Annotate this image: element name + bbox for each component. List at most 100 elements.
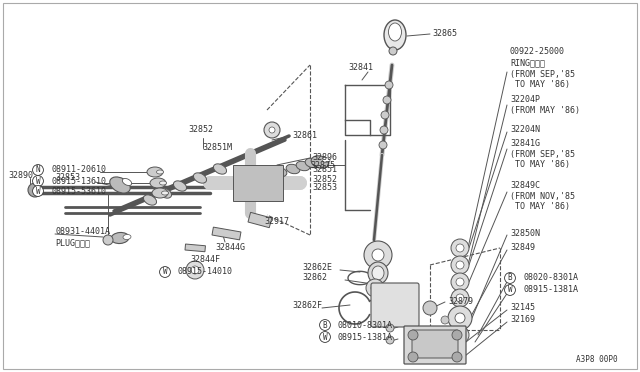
Text: (FROM NOV,'85: (FROM NOV,'85	[510, 192, 575, 201]
Circle shape	[245, 175, 261, 191]
Text: 32861: 32861	[292, 131, 317, 141]
Text: 32853: 32853	[312, 183, 337, 192]
Text: (FROM SEP,'85: (FROM SEP,'85	[510, 150, 575, 158]
Text: 08931-4401A: 08931-4401A	[55, 228, 110, 237]
Text: 32862F: 32862F	[292, 301, 322, 310]
Ellipse shape	[296, 161, 310, 171]
Text: 32862E: 32862E	[302, 263, 332, 272]
Ellipse shape	[109, 177, 131, 193]
Ellipse shape	[286, 164, 300, 174]
Text: 32853: 32853	[55, 173, 80, 183]
Circle shape	[366, 279, 384, 297]
Circle shape	[452, 330, 462, 340]
Ellipse shape	[368, 262, 388, 284]
Text: 32851M: 32851M	[202, 144, 232, 153]
Text: (FROM SEP,'85: (FROM SEP,'85	[510, 70, 575, 78]
Text: W: W	[163, 267, 167, 276]
Text: 08915-13610: 08915-13610	[52, 176, 107, 186]
Ellipse shape	[305, 158, 319, 168]
Circle shape	[451, 273, 469, 291]
Circle shape	[455, 313, 465, 323]
Ellipse shape	[123, 234, 131, 240]
FancyBboxPatch shape	[371, 283, 419, 327]
Ellipse shape	[111, 232, 129, 244]
Text: A3P8 00P0: A3P8 00P0	[577, 356, 618, 365]
Text: 08915-53610: 08915-53610	[52, 186, 107, 196]
Circle shape	[456, 244, 464, 252]
Text: W: W	[508, 285, 512, 295]
Circle shape	[386, 324, 394, 332]
Circle shape	[451, 239, 469, 257]
Circle shape	[456, 261, 464, 269]
Text: 32865: 32865	[432, 29, 457, 38]
Circle shape	[389, 47, 397, 55]
Circle shape	[186, 261, 204, 279]
Text: N: N	[36, 166, 40, 174]
Ellipse shape	[152, 188, 168, 198]
Text: 32204P: 32204P	[510, 96, 540, 105]
Text: 32844G: 32844G	[215, 244, 245, 253]
Bar	[233, 165, 283, 201]
Circle shape	[456, 278, 464, 286]
Text: 08915-14010: 08915-14010	[178, 267, 233, 276]
Ellipse shape	[388, 23, 401, 41]
Text: 32850N: 32850N	[510, 228, 540, 237]
Text: 32890: 32890	[8, 170, 33, 180]
Circle shape	[386, 336, 394, 344]
Ellipse shape	[311, 156, 329, 168]
FancyBboxPatch shape	[412, 330, 458, 358]
Ellipse shape	[372, 266, 384, 280]
Ellipse shape	[159, 188, 172, 198]
Circle shape	[379, 141, 387, 149]
Text: 32896: 32896	[312, 154, 337, 163]
Ellipse shape	[147, 167, 163, 177]
Ellipse shape	[159, 181, 166, 185]
Ellipse shape	[157, 170, 163, 174]
Circle shape	[451, 289, 469, 307]
Text: TO MAY '86): TO MAY '86)	[510, 202, 570, 212]
Ellipse shape	[384, 20, 406, 50]
Text: TO MAY '86): TO MAY '86)	[510, 160, 570, 170]
Text: 32852: 32852	[312, 174, 337, 183]
Bar	[185, 244, 205, 252]
Text: 32169: 32169	[510, 315, 535, 324]
Ellipse shape	[214, 164, 227, 174]
Circle shape	[269, 127, 275, 133]
Text: RINGリング: RINGリング	[510, 58, 545, 67]
Text: PLUGプラグ: PLUGプラグ	[55, 238, 90, 247]
Circle shape	[381, 111, 389, 119]
Circle shape	[191, 266, 199, 274]
Text: 08911-20610: 08911-20610	[52, 166, 107, 174]
Text: W: W	[36, 176, 40, 186]
Circle shape	[452, 352, 462, 362]
Ellipse shape	[193, 173, 207, 183]
Circle shape	[385, 81, 393, 89]
Text: 32862: 32862	[302, 273, 327, 282]
Circle shape	[28, 183, 42, 197]
Circle shape	[456, 294, 464, 302]
Text: 32852: 32852	[188, 125, 213, 135]
Text: 32849: 32849	[510, 244, 535, 253]
Text: 32204N: 32204N	[510, 125, 540, 135]
Circle shape	[364, 241, 392, 269]
Text: 32879: 32879	[448, 298, 473, 307]
Text: B: B	[323, 321, 327, 330]
Circle shape	[408, 352, 418, 362]
Bar	[212, 227, 241, 240]
Text: 08915-1381A: 08915-1381A	[338, 333, 393, 341]
Circle shape	[451, 256, 469, 274]
Circle shape	[103, 235, 113, 245]
Text: 32849C: 32849C	[510, 180, 540, 189]
Text: 32875: 32875	[310, 160, 335, 170]
Text: 32917: 32917	[264, 218, 289, 227]
Circle shape	[456, 314, 464, 322]
Text: 08010-8301A: 08010-8301A	[338, 321, 393, 330]
Text: 08915-1381A: 08915-1381A	[524, 285, 579, 295]
Ellipse shape	[322, 157, 330, 163]
Text: B: B	[508, 273, 512, 282]
Circle shape	[380, 126, 388, 134]
Text: TO MAY '86): TO MAY '86)	[510, 80, 570, 90]
Text: 32851: 32851	[312, 164, 337, 173]
Text: 32841: 32841	[348, 64, 373, 73]
Ellipse shape	[262, 171, 282, 185]
